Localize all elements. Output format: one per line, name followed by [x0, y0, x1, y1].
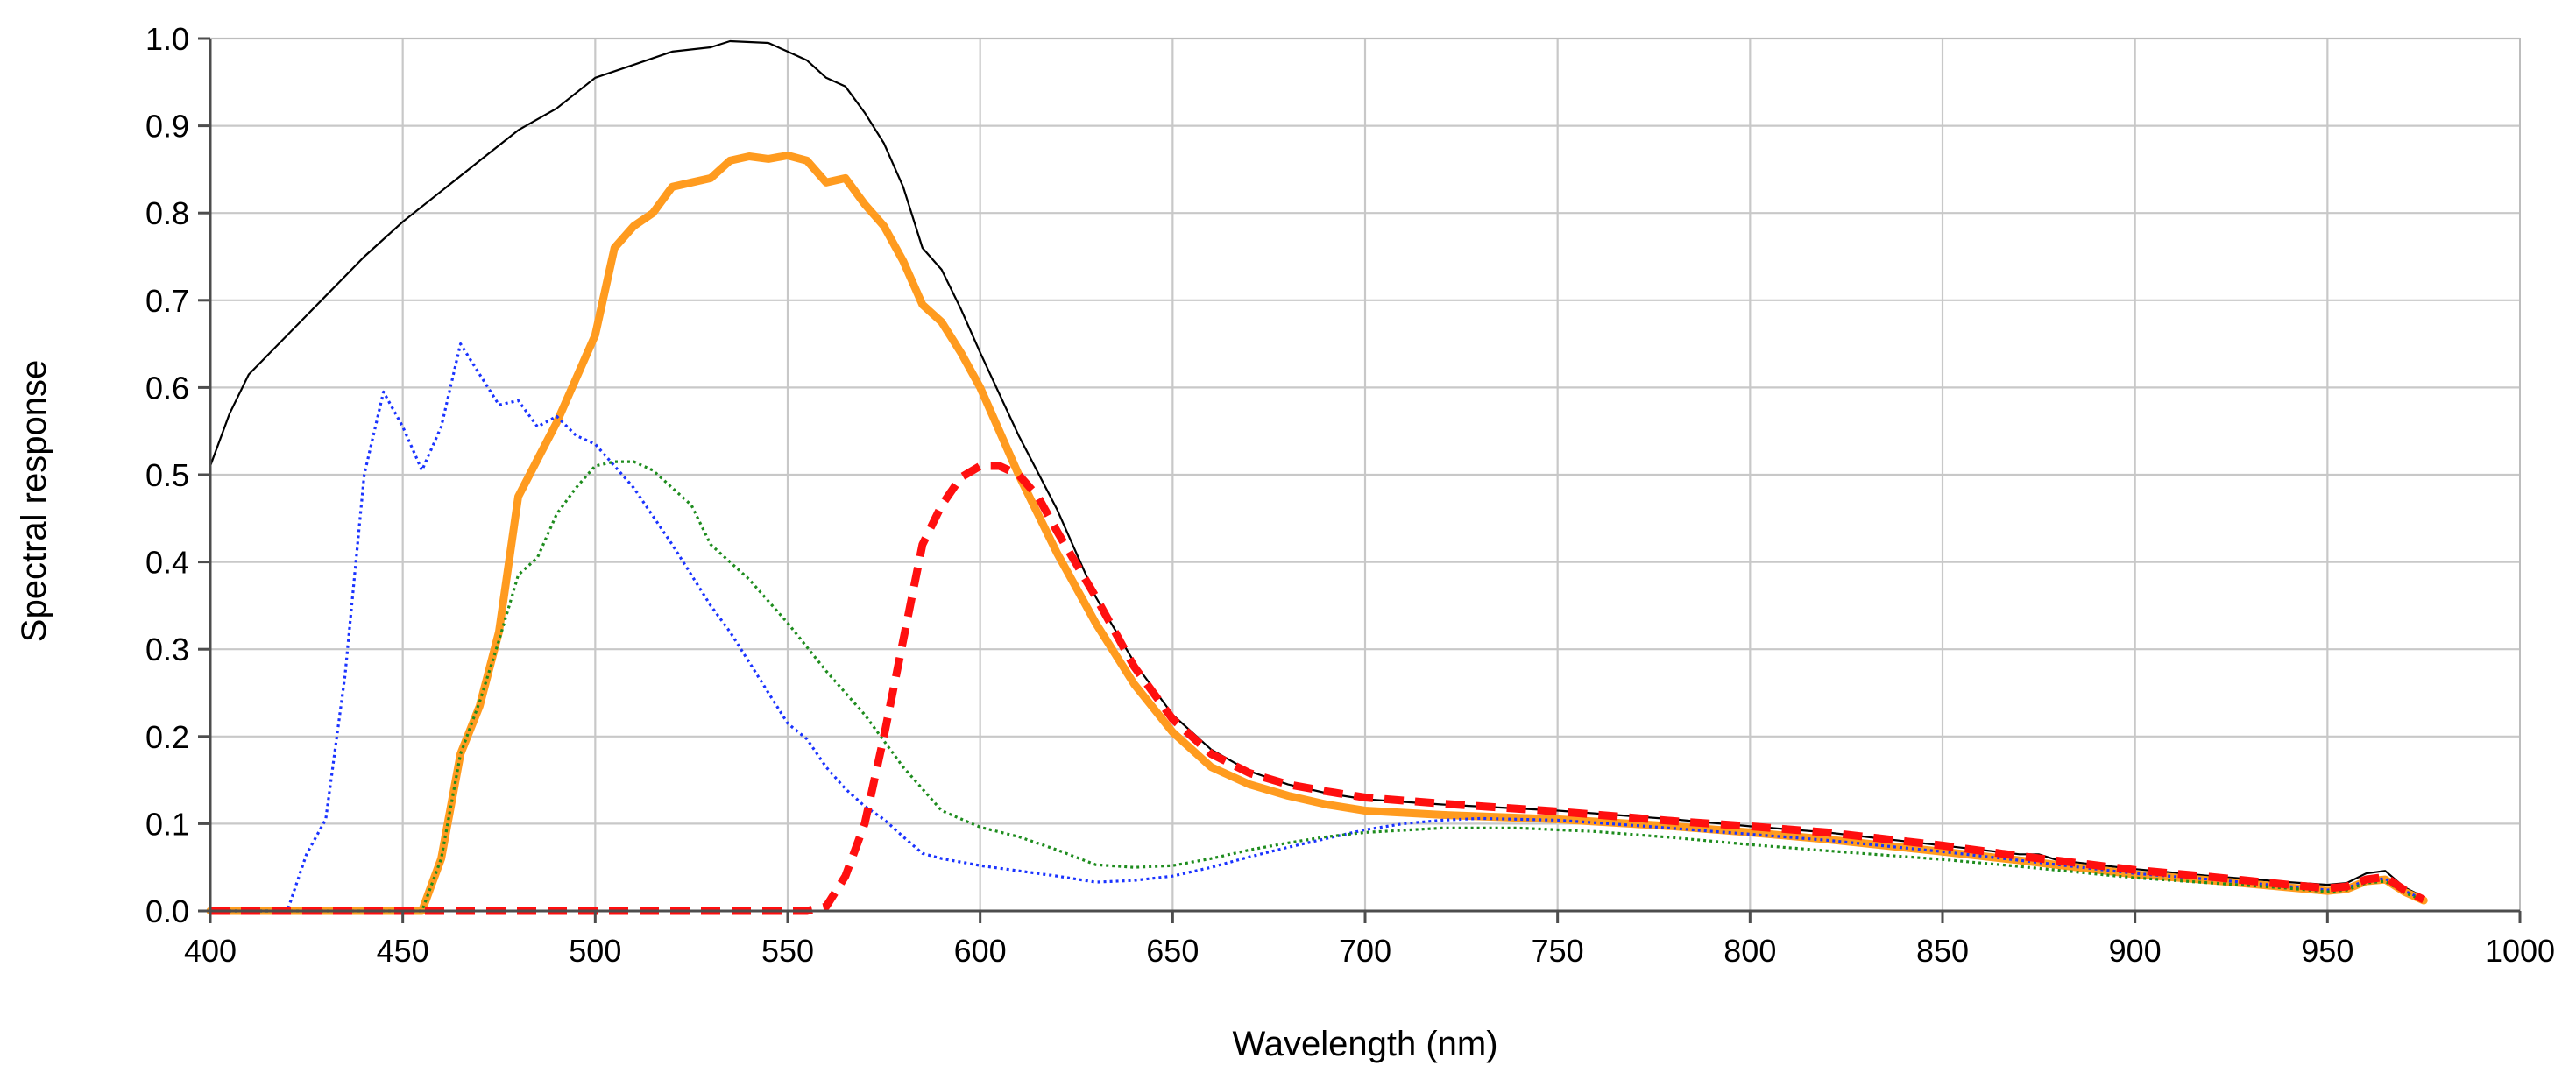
- y-tick-label: 0.9: [145, 109, 189, 145]
- x-tick-label: 450: [377, 933, 429, 969]
- y-tick-label: 0.0: [145, 893, 189, 929]
- series-line-red-dashed: [210, 462, 2426, 915]
- y-tick-label: 0.3: [145, 632, 189, 667]
- series-line-blue-dotted: [210, 342, 2424, 913]
- x-tick-label: 650: [1146, 933, 1199, 969]
- y-tick-label: 1.0: [145, 21, 189, 57]
- x-tick-label: 1000: [2485, 933, 2555, 969]
- y-tick-label: 0.8: [145, 195, 189, 231]
- x-tick-label: 900: [2109, 933, 2162, 969]
- series-line-orange-thick: [206, 152, 2428, 915]
- y-tick-label: 0.1: [145, 806, 189, 842]
- y-axis-title: Spectral response: [15, 360, 53, 642]
- x-tick-label: 500: [569, 933, 621, 969]
- x-tick-label: 700: [1339, 933, 1391, 969]
- y-tick-label: 0.4: [145, 545, 189, 581]
- series-line-green-dotted: [210, 460, 2424, 913]
- x-tick-label: 850: [1916, 933, 1969, 969]
- series-line-black-solid: [209, 39, 2425, 899]
- ticks: 400 450 500 550 600 650 700 750 800 850 900 950 1000…: [145, 21, 2555, 969]
- y-tick-label: 0.5: [145, 457, 189, 493]
- x-tick-label: 750: [1532, 933, 1584, 969]
- y-tick-label: 0.6: [145, 370, 189, 406]
- x-axis-title: Wavelength (nm): [1232, 1025, 1497, 1063]
- x-tick-label: 950: [2301, 933, 2353, 969]
- x-tick-label: 600: [954, 933, 1007, 969]
- series-lines: [206, 39, 2428, 915]
- y-tick-label: 0.7: [145, 283, 189, 319]
- grid-lines: [210, 37, 2520, 911]
- x-tick-label: 550: [761, 933, 814, 969]
- x-tick-label: 400: [184, 933, 237, 969]
- y-tick-label: 0.2: [145, 719, 189, 755]
- x-tick-label: 800: [1723, 933, 1776, 969]
